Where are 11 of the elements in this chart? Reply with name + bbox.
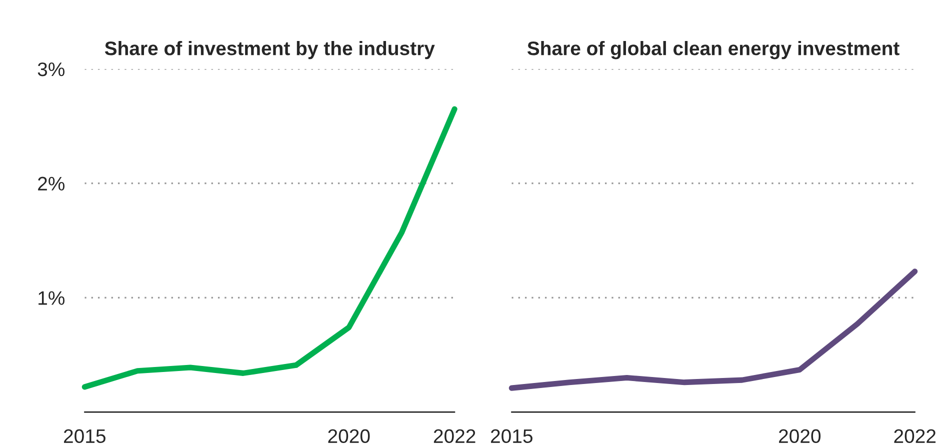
chart-title: Share of global clean energy investment <box>527 40 900 60</box>
x-tick-label: 2022 <box>894 429 936 444</box>
x-tick-label: 2015 <box>490 429 532 444</box>
x-tick-label: 2022 <box>434 429 476 444</box>
chart-title: Share of investment by the industry <box>104 40 435 60</box>
y-tick-label: 1% <box>38 291 65 305</box>
y-tick-label: 2% <box>38 176 65 190</box>
x-tick-label: 2020 <box>328 429 370 444</box>
y-tick-label: 3% <box>38 62 65 76</box>
x-tick-label: 2020 <box>779 429 821 444</box>
x-tick-label: 2015 <box>64 429 106 444</box>
